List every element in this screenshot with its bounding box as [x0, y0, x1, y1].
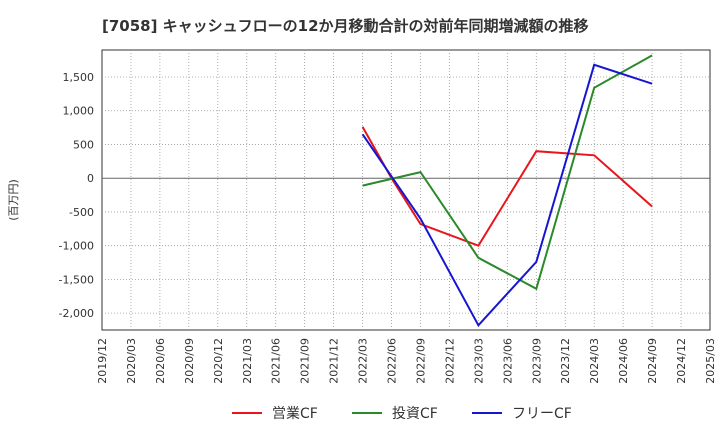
- series-line-2: [362, 54, 653, 291]
- x-tick-label: 2020/06: [154, 338, 167, 384]
- x-tick-label: 2021/09: [299, 338, 312, 384]
- grid: [101, 49, 711, 331]
- x-tick-label: 2022/09: [414, 338, 427, 384]
- x-tick-label: 2021/06: [270, 338, 283, 384]
- series-line-3: [361, 63, 653, 328]
- x-tick-label: 2024/06: [617, 338, 630, 384]
- y-tick-label: -1,500: [59, 273, 94, 286]
- y-axis-label: (百万円): [7, 179, 20, 221]
- x-tick-label: 2021/12: [328, 338, 341, 384]
- x-tick-label: 2023/06: [501, 338, 514, 384]
- y-tick-label: -500: [69, 206, 94, 219]
- x-tick-label: 2024/12: [675, 338, 688, 384]
- x-tick-label: 2020/12: [212, 338, 225, 384]
- x-tick-label: 2020/03: [125, 338, 138, 384]
- legend-label: 営業CF: [272, 406, 318, 422]
- x-tick-label: 2022/03: [357, 338, 370, 384]
- x-tick-labels: 2019/12 2020/03 2020/06 2020/09 2020/12 2021/…: [96, 338, 717, 384]
- x-tick-label: 2022/12: [443, 338, 456, 384]
- y-tick-label: -2,000: [59, 307, 94, 320]
- y-tick-label: 500: [73, 138, 94, 151]
- y-tick-label: 1,500: [63, 71, 95, 84]
- chart-title: [7058] キャッシュフローの12か月移動合計の対前年同期増減額の推移: [102, 17, 589, 35]
- y-tick-label: 1,000: [63, 105, 95, 118]
- x-tick-label: 2025/03: [704, 338, 717, 384]
- legend-label: 投資CF: [392, 406, 438, 422]
- x-tick-label: 2020/09: [183, 338, 196, 384]
- y-tick-labels: 1,500 1,000 500 0 -500 -1,000 -1,500 -2,000: [59, 71, 94, 320]
- legend-label: フリーCF: [512, 406, 572, 422]
- x-tick-label: 2022/06: [386, 338, 399, 384]
- y-tick-label: 0: [87, 172, 94, 185]
- x-tick-label: 2024/09: [646, 338, 659, 384]
- x-tick-label: 2024/03: [588, 338, 601, 384]
- legend: 営業CF 投資CF フリーCF: [232, 406, 572, 422]
- x-tick-label: 2023/12: [559, 338, 572, 384]
- x-tick-label: 2019/12: [96, 338, 109, 384]
- x-tick-label: 2023/03: [472, 338, 485, 384]
- x-tick-label: 2021/03: [241, 338, 254, 384]
- y-tick-label: -1,000: [59, 240, 94, 253]
- series-lines: [361, 54, 653, 328]
- plot-frame: [101, 49, 711, 331]
- x-tick-label: 2023/09: [530, 338, 543, 384]
